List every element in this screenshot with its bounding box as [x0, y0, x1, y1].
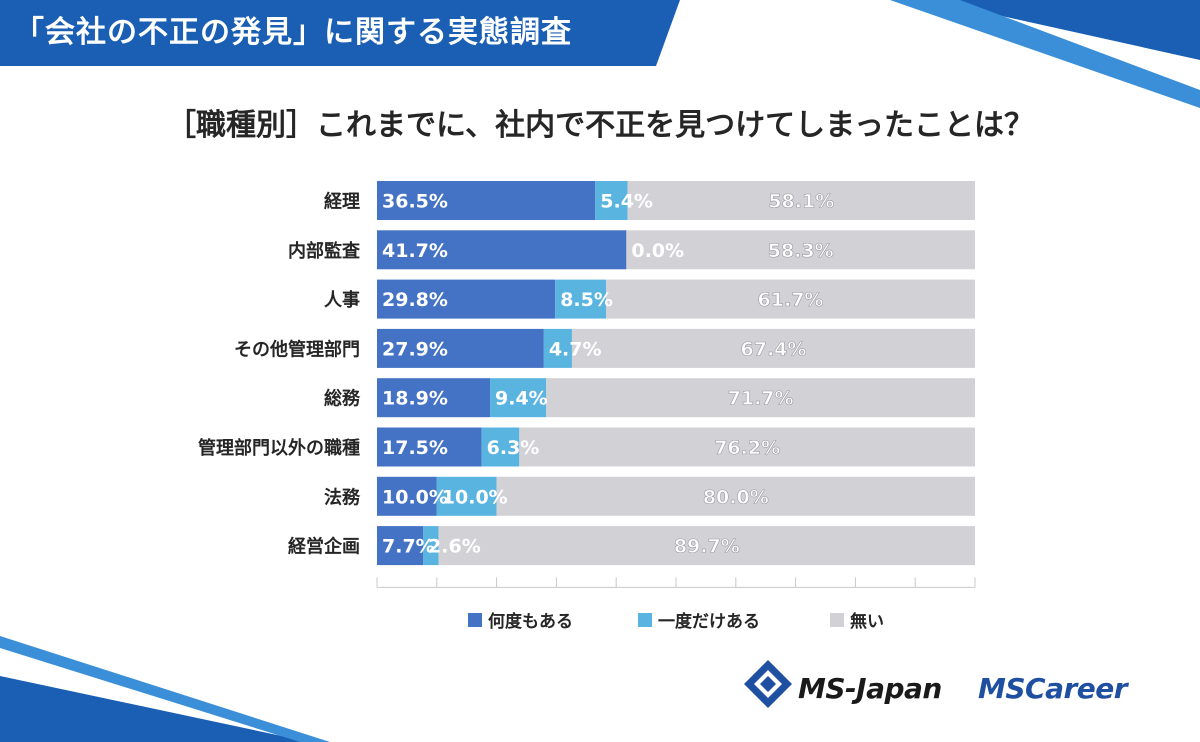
data-label-frequent: 27.9%: [382, 338, 448, 360]
bar-never: [496, 476, 975, 516]
data-label-never: 58.3%: [768, 240, 834, 262]
bar-once: [436, 476, 497, 516]
data-label-never: 71.7%: [728, 388, 794, 410]
bar-never: [606, 279, 975, 319]
bar-frequent: [377, 427, 482, 467]
category-label: 人事: [324, 289, 360, 311]
bar-frequent: [377, 476, 437, 516]
legend-label-once: 一度だけある: [658, 612, 760, 632]
data-label-never: 76.2%: [714, 437, 780, 459]
bar-never: [626, 230, 975, 270]
bar-never: [519, 427, 975, 467]
bar-once: [423, 526, 439, 566]
bar-never: [627, 181, 975, 220]
bar-frequent: [377, 378, 491, 418]
category-label: 経理: [324, 191, 360, 213]
legend-label-never: 無い: [850, 612, 884, 632]
legend-item-never: 無い: [830, 608, 884, 636]
data-label-never: 58.1%: [768, 191, 834, 213]
bar-frequent: [377, 181, 596, 220]
data-label-once: 10.0%: [442, 486, 508, 508]
data-label-frequent: 36.5%: [382, 191, 448, 213]
data-label-never: 61.7%: [758, 289, 824, 311]
category-label: 総務: [324, 388, 361, 410]
bar-frequent: [377, 526, 424, 566]
category-label: 法務: [324, 486, 361, 508]
category-label: その他管理部門: [234, 338, 360, 360]
data-label-frequent: 7.7%: [382, 536, 435, 558]
chart-title: ［職種別］これまでに、社内で不正を見つけてしまったことは？: [166, 108, 1034, 143]
ms-career-logo-text: MSCareer: [978, 672, 1128, 705]
legend-item-frequent: 何度もある: [468, 608, 573, 636]
data-label-once: 4.7%: [549, 338, 602, 360]
bar-once: [595, 181, 628, 220]
bar-once: [481, 427, 520, 467]
data-label-never: 67.4%: [741, 338, 807, 360]
data-label-frequent: 18.9%: [382, 388, 448, 410]
bar-frequent: [377, 279, 556, 319]
category-label: 内部監査: [288, 240, 360, 262]
ms-japan-logo-icon: [744, 660, 792, 708]
data-label-once: 2.6%: [428, 536, 481, 558]
bar-frequent: [377, 328, 544, 368]
data-label-frequent: 17.5%: [382, 437, 448, 459]
ms-japan-logo-text: MS-Japan: [798, 672, 942, 705]
data-label-once: 0.0%: [631, 240, 684, 262]
category-label: 管理部門以外の職種: [198, 437, 360, 459]
data-label-once: 8.5%: [560, 289, 613, 311]
data-label-frequent: 41.7%: [382, 240, 448, 262]
data-label-frequent: 29.8%: [382, 289, 448, 311]
bar-once: [543, 328, 572, 368]
data-label-once: 6.3%: [487, 437, 540, 459]
page-header-title: 「会社の不正の発見」に関する実態調査: [14, 15, 572, 50]
bar-never: [438, 526, 975, 566]
data-label-frequent: 10.0%: [382, 486, 448, 508]
data-label-never: 89.7%: [674, 536, 740, 558]
bar-once: [555, 279, 607, 319]
bar-never: [546, 378, 975, 418]
data-label-never: 80.0%: [703, 486, 769, 508]
data-label-once: 5.4%: [600, 191, 653, 213]
category-label: 経営企画: [288, 536, 360, 558]
legend-label-frequent: 何度もある: [488, 612, 573, 632]
top-right-stripe-light: [890, 0, 1200, 108]
header-banner-shape: [0, 0, 680, 66]
bottom-left-stripe-dark: [0, 676, 310, 742]
legend-swatch-never: [830, 613, 844, 627]
chart-legend: 何度もある 一度だけある 無い: [0, 608, 1200, 636]
bar-once: [490, 378, 547, 418]
bar-frequent: [377, 230, 627, 270]
legend-swatch-once: [638, 613, 652, 627]
legend-item-once: 一度だけある: [638, 608, 760, 636]
bottom-left-stripe-light: [0, 636, 330, 742]
data-label-once: 9.4%: [495, 388, 548, 410]
bar-never: [571, 328, 975, 368]
legend-swatch-frequent: [468, 613, 482, 627]
